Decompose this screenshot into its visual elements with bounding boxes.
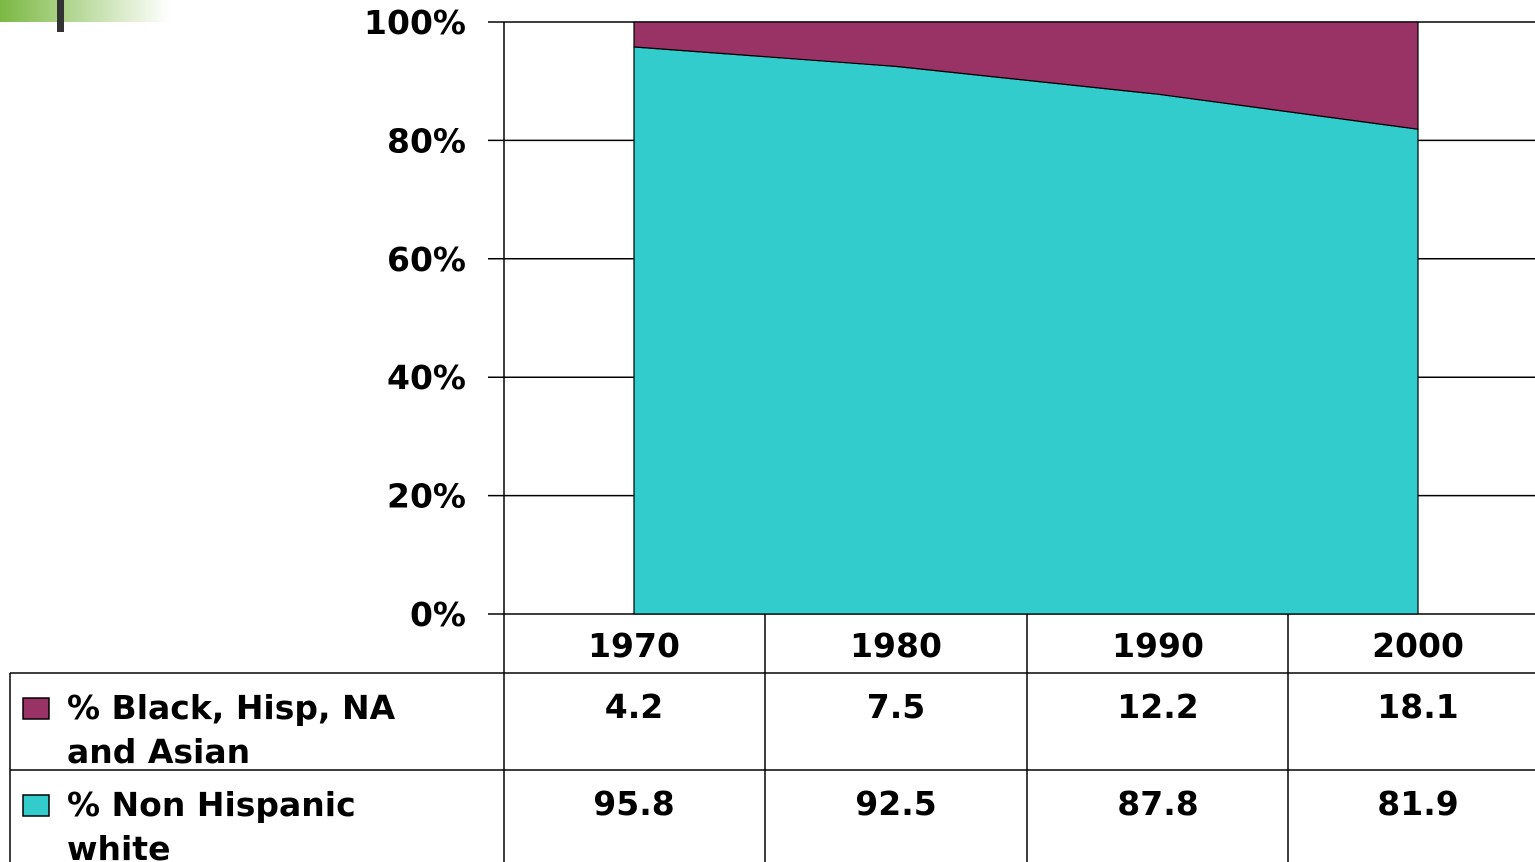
y-tick-label: 20% [387, 477, 466, 516]
y-tick-label: 100% [364, 3, 466, 42]
x-category-label: 2000 [1372, 626, 1464, 665]
x-category-label: 1980 [850, 626, 942, 665]
plot-area [488, 21, 1535, 862]
x-category-label: 1970 [588, 626, 680, 665]
data-table-value: 81.9 [1377, 784, 1458, 823]
legend-label: % Non Hispanic [67, 785, 356, 824]
data-table-value: 18.1 [1377, 687, 1458, 726]
legend-label: white [67, 829, 170, 862]
x-category-label: 1990 [1112, 626, 1204, 665]
corner-accent-bar [0, 0, 170, 22]
series-non-hispanic-white-area [633, 46, 1419, 615]
legend-label: % Black, Hisp, NA [67, 688, 396, 727]
data-table-value: 7.5 [867, 687, 925, 726]
slide-corner-accent [0, 0, 170, 32]
corner-accent-mark [57, 0, 64, 32]
legend-key-swatch [22, 794, 50, 817]
legend-key-swatch [22, 697, 50, 720]
data-table-value: 4.2 [605, 687, 663, 726]
y-tick-label: 40% [387, 358, 466, 397]
y-axis: 0% 20% 40% 60% 80% 100% [364, 3, 466, 634]
y-tick-label: 0% [410, 595, 466, 634]
y-tick-label: 60% [387, 240, 466, 279]
y-tick-label: 80% [387, 121, 466, 160]
data-table-value: 12.2 [1117, 687, 1198, 726]
data-table: 1970 1980 1990 2000 % Black, Hisp, NA and Asi… [9, 614, 1535, 862]
data-table-value: 92.5 [855, 784, 936, 823]
series-minority-area [633, 21, 1419, 130]
legend-label: and Asian [67, 732, 250, 771]
data-table-value: 87.8 [1117, 784, 1198, 823]
data-table-value: 95.8 [593, 784, 674, 823]
